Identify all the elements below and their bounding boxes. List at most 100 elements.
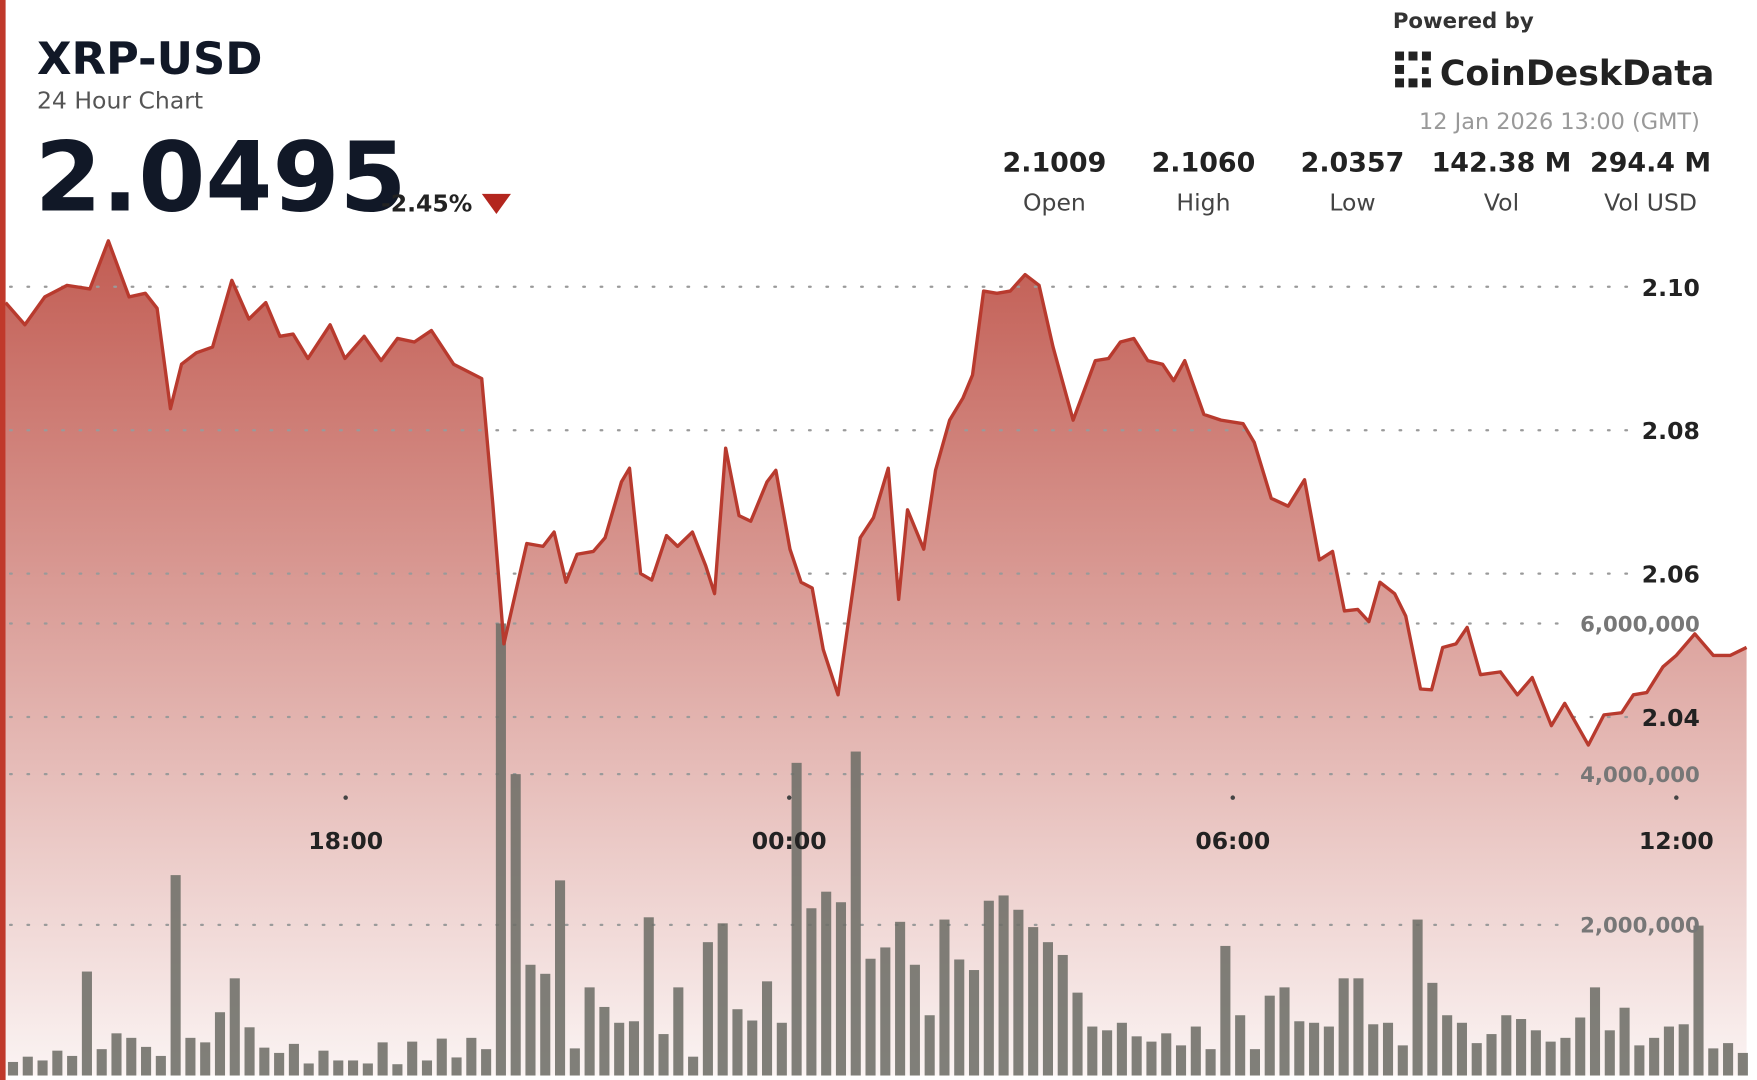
y-tick-label: 2.08 bbox=[1642, 417, 1700, 445]
volume-bar bbox=[1072, 992, 1083, 1076]
brand-name: CoinDeskData bbox=[1440, 54, 1714, 94]
volume-bar bbox=[185, 1037, 196, 1076]
y-tick-label: 2.10 bbox=[1642, 274, 1700, 302]
volume-bar bbox=[1708, 1048, 1719, 1076]
volume-bar bbox=[599, 1006, 610, 1076]
volume-bar bbox=[1678, 1024, 1689, 1076]
stat-label: Low bbox=[1329, 189, 1375, 217]
volume-bar bbox=[1693, 925, 1704, 1076]
volume-bar bbox=[983, 900, 994, 1076]
volume-bar bbox=[1028, 927, 1039, 1076]
volume-bar bbox=[939, 919, 950, 1076]
volume-bar bbox=[37, 1060, 48, 1076]
volume-bar bbox=[1013, 909, 1024, 1076]
volume-bar bbox=[141, 1046, 152, 1076]
volume-bar bbox=[7, 1061, 19, 1076]
x-tick-mark bbox=[1674, 795, 1679, 800]
volume-bar bbox=[1382, 1022, 1394, 1076]
volume-bar bbox=[1737, 1052, 1748, 1076]
volume-bar bbox=[1264, 995, 1275, 1076]
stat-label: High bbox=[1176, 189, 1230, 217]
volume-bar bbox=[155, 1055, 166, 1076]
volume-bar bbox=[1575, 1017, 1586, 1076]
volume-bar bbox=[229, 978, 240, 1076]
chart-subtitle: 24 Hour Chart bbox=[37, 87, 203, 115]
volume-bar bbox=[259, 1047, 270, 1076]
volume-bar bbox=[1412, 919, 1423, 1076]
volume-bar bbox=[821, 891, 832, 1076]
volume-bar bbox=[1589, 987, 1601, 1076]
volume-bar bbox=[865, 958, 876, 1076]
price-area bbox=[5, 240, 1747, 1076]
volume-bar bbox=[1486, 1034, 1497, 1076]
stat-value: 2.1060 bbox=[1152, 147, 1256, 178]
stat-label: Vol USD bbox=[1604, 189, 1697, 217]
stat-label: Vol bbox=[1484, 189, 1519, 217]
volume-bar bbox=[1235, 1015, 1246, 1076]
volume-bar bbox=[407, 1041, 418, 1076]
volume-bar bbox=[1663, 1026, 1674, 1076]
volume-bar bbox=[776, 1022, 787, 1076]
volume-bar bbox=[688, 1056, 699, 1076]
volume-bar bbox=[1634, 1045, 1645, 1076]
volume-bar bbox=[1057, 954, 1068, 1076]
volume-bar bbox=[1338, 978, 1349, 1076]
stat-value: 142.38 M bbox=[1432, 147, 1572, 178]
volume-bar bbox=[466, 1037, 477, 1076]
x-tick-label: 06:00 bbox=[1195, 827, 1270, 855]
volume-bar bbox=[1442, 1015, 1453, 1076]
volume-bar bbox=[924, 1015, 935, 1076]
y2-tick-label: 2,000,000 bbox=[1580, 914, 1700, 939]
left-accent bbox=[0, 0, 6, 1080]
down-arrow bbox=[481, 193, 511, 214]
volume-bar bbox=[1723, 1043, 1734, 1076]
volume-bar bbox=[628, 1021, 640, 1076]
volume-bar bbox=[1249, 1049, 1260, 1076]
volume-bar bbox=[1323, 1026, 1334, 1076]
volume-bar bbox=[1205, 1049, 1216, 1076]
volume-bar bbox=[362, 1063, 373, 1076]
volume-bar bbox=[436, 1038, 447, 1076]
current-price: 2.0495 bbox=[35, 122, 407, 234]
volume-bar bbox=[52, 1050, 63, 1076]
volume-bar bbox=[998, 895, 1009, 1076]
volume-bar bbox=[880, 947, 891, 1076]
volume-bar bbox=[67, 1055, 78, 1076]
x-tick-label: 00:00 bbox=[752, 827, 827, 855]
plot-area: 2.04 2.06 2.08 2.10 2,000,000 4,000,000 6,000,… bbox=[4, 239, 1748, 1076]
volume-bar bbox=[1516, 1019, 1527, 1076]
volume-bar bbox=[968, 970, 980, 1076]
volume-bar bbox=[1279, 987, 1290, 1076]
x-tick-mark bbox=[1230, 795, 1236, 800]
volume-bar bbox=[214, 1012, 226, 1076]
stat-value: 2.1009 bbox=[1003, 147, 1107, 178]
volume-bar bbox=[1456, 1022, 1467, 1076]
volume-bar bbox=[1220, 945, 1231, 1076]
timestamp: 12 Jan 2026 13:00 (GMT) bbox=[1419, 109, 1700, 135]
volume-bar bbox=[1545, 1041, 1556, 1076]
volume-bar bbox=[1042, 942, 1053, 1076]
volume-bar bbox=[1146, 1041, 1157, 1076]
volume-bar bbox=[1501, 1015, 1512, 1076]
x-tick-label: 12:00 bbox=[1639, 827, 1714, 855]
volume-bar bbox=[909, 964, 920, 1076]
volume-bar bbox=[1649, 1037, 1660, 1076]
volume-bar bbox=[584, 987, 595, 1076]
volume-bar bbox=[658, 1034, 669, 1076]
volume-bar bbox=[835, 902, 847, 1076]
volume-bar bbox=[702, 942, 713, 1076]
volume-bar bbox=[348, 1060, 359, 1076]
stat-value: 2.0357 bbox=[1301, 147, 1405, 178]
y2-tick-label: 4,000,000 bbox=[1580, 763, 1700, 788]
volume-bar bbox=[525, 964, 536, 1076]
volume-bar bbox=[1619, 1007, 1630, 1076]
volume-bar bbox=[288, 1043, 299, 1076]
volume-bar bbox=[481, 1049, 492, 1076]
volume-bar bbox=[850, 751, 861, 1076]
volume-bar bbox=[614, 1022, 625, 1076]
volume-bar bbox=[895, 921, 906, 1076]
volume-bar bbox=[451, 1057, 462, 1076]
volume-bar bbox=[22, 1056, 33, 1076]
